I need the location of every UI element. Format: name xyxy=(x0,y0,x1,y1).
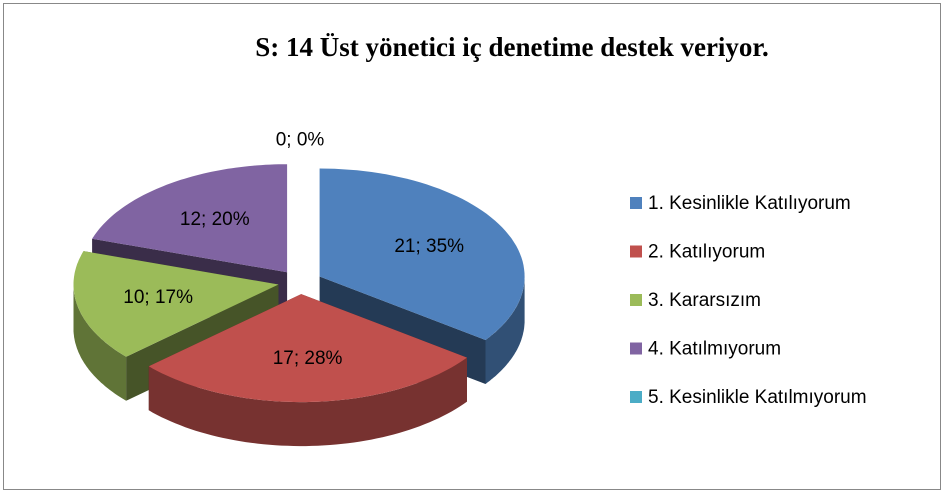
chart-title: S: 14 Üst yönetici iç denetime destek ve… xyxy=(255,32,768,62)
legend-label: 1. Kesinlikle Katılıyorum xyxy=(648,193,851,214)
legend-swatch xyxy=(630,197,642,209)
legend-label: 2. Katılıyorum xyxy=(648,242,765,263)
slice-wall xyxy=(73,284,127,401)
slice-wall xyxy=(148,357,468,447)
legend-swatch xyxy=(630,245,642,258)
data-label: 12; 20% xyxy=(180,209,250,230)
data-label: 0; 0% xyxy=(276,129,325,150)
legend-swatch xyxy=(630,342,642,355)
legend-swatch xyxy=(630,294,642,306)
data-label: 17; 28% xyxy=(273,348,343,369)
legend-label: 5. Kesinlikle Katılmıyorum xyxy=(648,387,867,408)
slice xyxy=(148,294,468,403)
slice xyxy=(319,168,525,340)
legend-swatch xyxy=(630,391,642,403)
legend-label: 4. Katılmıyorum xyxy=(648,339,781,360)
data-label: 10; 17% xyxy=(123,287,193,308)
slice xyxy=(92,164,288,273)
slice-wall xyxy=(485,276,525,384)
data-label: 21; 35% xyxy=(394,236,464,257)
legend-label: 3. Kararsızım xyxy=(648,290,761,311)
slice xyxy=(73,251,279,357)
